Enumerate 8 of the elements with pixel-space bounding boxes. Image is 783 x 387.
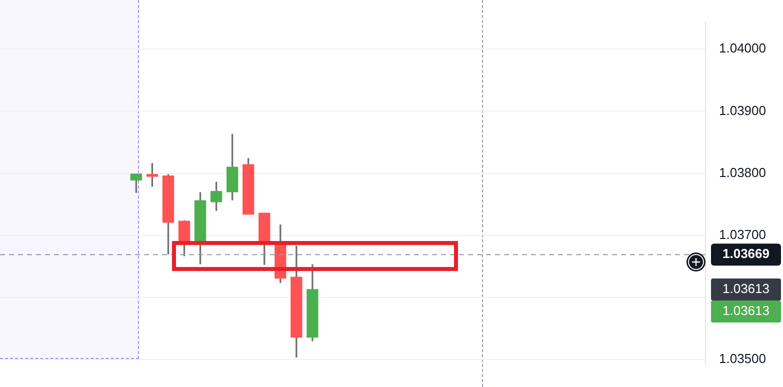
- text: 1.03613: [722, 303, 770, 318]
- y-tick-label: 1.03500: [719, 351, 766, 366]
- text: 1.03613: [722, 281, 770, 296]
- y-tick-label: 1.04000: [719, 40, 766, 56]
- ref-line-label: 1.03669: [722, 246, 770, 262]
- y-tick-label: 1.03700: [719, 226, 766, 242]
- y-tick-label: 1.03900: [719, 102, 766, 118]
- y-tick-label: 1.03800: [719, 164, 766, 180]
